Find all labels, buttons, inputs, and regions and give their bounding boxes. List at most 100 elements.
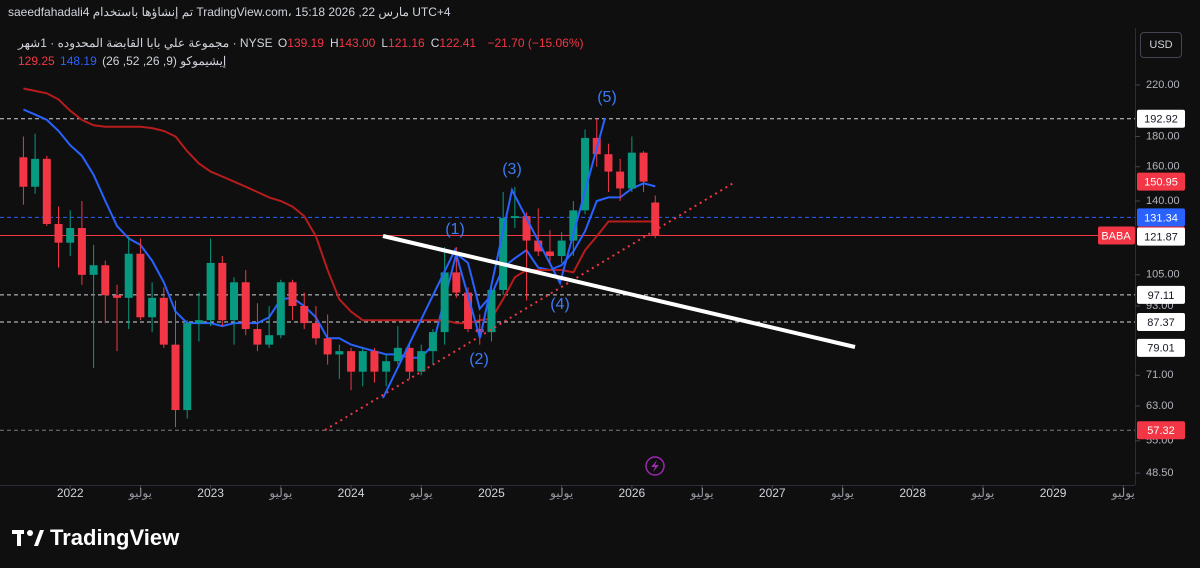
- ohlc-value: 121.16: [388, 36, 425, 50]
- candle-body: [581, 137, 590, 211]
- candle-body: [627, 152, 636, 189]
- x-tick-label: يوليو: [970, 486, 994, 500]
- event-icon[interactable]: [645, 456, 665, 476]
- x-tick-label: يوليو: [549, 486, 573, 500]
- candle-body: [253, 329, 262, 345]
- event-icon: [651, 460, 659, 472]
- y-tick-label: 220.00: [1146, 79, 1180, 91]
- candle-body: [124, 253, 133, 298]
- indicator-value: 148.19: [60, 54, 97, 68]
- y-tick-label: 180.00: [1146, 130, 1180, 142]
- candle-body: [323, 338, 332, 355]
- caption: saeedfahadali4 تم إنشاؤها باستخدام Tradi…: [8, 5, 451, 19]
- candle-body: [194, 320, 203, 324]
- price-badge-label: 57.32: [1147, 425, 1175, 437]
- indicator: إيشيموكو (9, 26, 52, 26): [102, 54, 227, 68]
- candle-body: [428, 332, 437, 352]
- candle-body: [499, 218, 508, 290]
- symbol-label: BABA: [1101, 230, 1131, 242]
- candle-body: [206, 262, 215, 321]
- price-badge: [1137, 172, 1185, 191]
- candle-body: [159, 297, 168, 345]
- wave-label: (1): [445, 221, 465, 238]
- y-tick-label: 105.00: [1146, 269, 1180, 281]
- ohlc-label: O: [277, 36, 288, 50]
- price-badge: [1137, 208, 1185, 227]
- price-badge: [1137, 421, 1185, 440]
- candle-body: [171, 344, 180, 411]
- candle-body: [487, 289, 496, 333]
- y-tick-label: 63.00: [1146, 400, 1174, 412]
- candle-body: [557, 240, 566, 256]
- candle-body: [347, 351, 356, 372]
- wave-line: [382, 117, 606, 399]
- change: −21.70 (−15.06%): [487, 36, 584, 50]
- candle-body: [651, 202, 660, 236]
- symbol-badge: [1098, 226, 1135, 245]
- price-badge: [1137, 338, 1185, 357]
- ohlc-value: 122.41: [439, 36, 477, 50]
- candle-body: [218, 262, 227, 321]
- y-tick-label: 140.00: [1146, 195, 1180, 207]
- candle-body: [54, 224, 63, 243]
- ohlc-label: L: [381, 36, 389, 50]
- x-tick-label: يوليو: [128, 486, 152, 500]
- candle-body: [276, 282, 285, 336]
- legend: مجموعة علي بابا القابضة المحدوده · 1شهر …: [18, 36, 586, 50]
- price-badge-label: 87.37: [1147, 317, 1175, 329]
- y-tick-label: 71.00: [1146, 369, 1174, 381]
- ohlc-label: C: [430, 36, 440, 50]
- candle-body: [311, 323, 320, 339]
- candle-body: [42, 158, 51, 225]
- candle-body: [183, 323, 192, 411]
- y-tick-label: 48.50: [1146, 467, 1174, 479]
- candle-body: [545, 251, 554, 256]
- candle-body: [534, 240, 543, 252]
- currency-button[interactable]: USD: [1140, 32, 1182, 58]
- candle-body: [417, 351, 426, 372]
- price-badge-label: 131.34: [1144, 212, 1178, 224]
- candle-body: [136, 253, 145, 318]
- candle-body: [452, 272, 461, 293]
- candle-body: [639, 152, 648, 182]
- candle-body: [241, 282, 250, 330]
- x-tick-label: يوليو: [268, 486, 292, 500]
- candle-body: [19, 157, 28, 187]
- x-tick-label: يوليو: [409, 486, 433, 500]
- ohlc: O139.19 H143.00 L121.16 C122.41: [278, 36, 482, 50]
- candle-body: [393, 347, 402, 362]
- logo: [12, 530, 44, 546]
- indicator-line: [23, 87, 656, 325]
- candle-body: [31, 158, 40, 187]
- candle-body: [475, 329, 484, 333]
- x-tick-label: 2023: [197, 486, 224, 500]
- price-badge: [1137, 227, 1185, 246]
- price-badge: [1137, 285, 1185, 304]
- brand: TradingView: [50, 525, 180, 550]
- x-tick-label: يوليو: [1111, 486, 1135, 500]
- price-badge-label: 97.11: [1148, 290, 1175, 302]
- axis-border: [1135, 28, 1136, 485]
- indicator-line: [23, 108, 656, 359]
- candle-body: [335, 351, 344, 355]
- candle-body: [89, 265, 98, 275]
- candle-body: [440, 272, 449, 333]
- candle-body: [148, 297, 157, 318]
- price-badge-label: 121.87: [1144, 232, 1178, 244]
- ohlc-label: H: [329, 36, 339, 50]
- axis-border: [0, 485, 1135, 486]
- candle-body: [405, 347, 414, 372]
- candle-body: [569, 210, 578, 241]
- candle-body: [230, 282, 239, 321]
- candle-body: [66, 228, 75, 243]
- y-tick-label: 160.00: [1146, 161, 1180, 173]
- candle-body: [464, 292, 473, 330]
- candle-body: [370, 351, 379, 372]
- x-tick-label: 2025: [478, 486, 505, 500]
- ohlc-value: 139.19: [287, 36, 324, 50]
- wave-label: (3): [502, 161, 522, 178]
- candle-body: [300, 305, 309, 324]
- candle-body: [77, 228, 86, 275]
